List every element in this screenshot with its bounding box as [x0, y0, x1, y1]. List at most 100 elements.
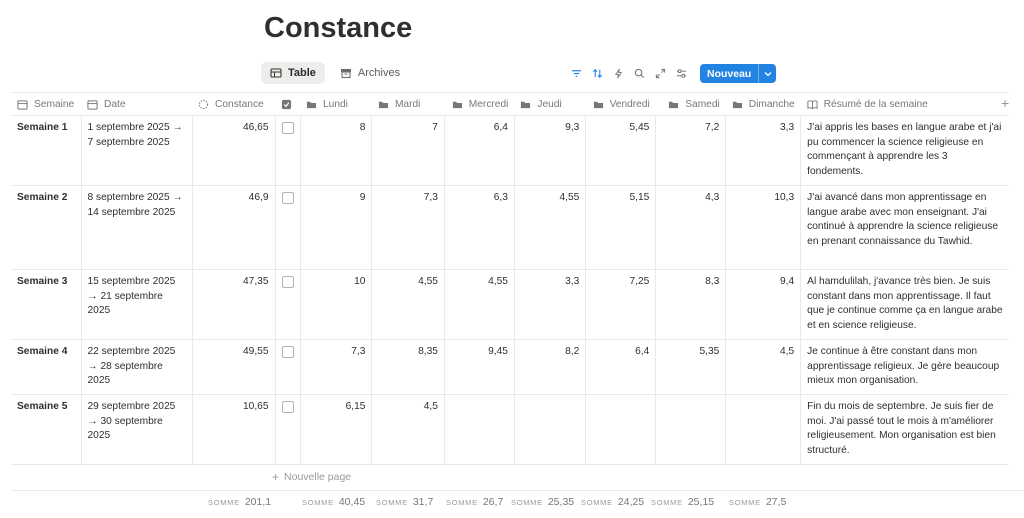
cell-resume[interactable]: Fin du mois de septembre. Je suis fier d… [800, 394, 1009, 465]
cell-dimanche[interactable] [725, 394, 802, 465]
cell-resume[interactable]: J'ai appris les bases en langue arabe et… [800, 115, 1009, 186]
sum-dimanche[interactable]: SOMME 27,5 [729, 496, 786, 508]
settings-button[interactable] [673, 65, 689, 83]
col-header-dimanche[interactable]: Dimanche [725, 92, 801, 116]
cell-semaine[interactable]: Semaine 5 [11, 394, 82, 465]
cell-samedi[interactable]: 5,35 [655, 339, 727, 395]
cell-semaine[interactable]: Semaine 4 [11, 339, 82, 395]
checkbox[interactable] [281, 346, 294, 358]
cell-vendredi[interactable]: 5,15 [585, 185, 657, 270]
cell-vendredi[interactable] [585, 394, 657, 465]
cell-vendredi[interactable]: 6,4 [585, 339, 657, 395]
calendar-icon [17, 99, 28, 110]
col-header-label: Date [104, 98, 126, 110]
cell-vendredi[interactable]: 5,45 [585, 115, 657, 186]
cell-samedi[interactable]: 7,2 [655, 115, 727, 186]
col-header-jeudi[interactable]: Jeudi [514, 92, 586, 116]
cell-resume[interactable]: Je continue à être constant dans mon app… [800, 339, 1009, 395]
tab-archives[interactable]: Archives [331, 62, 409, 84]
cell-lundi[interactable]: 8 [300, 115, 373, 186]
col-header-constance[interactable]: Constance [192, 92, 275, 116]
cell-date[interactable]: 15 septembre 2025 → 21 septembre 2025 [81, 269, 193, 340]
cell-date[interactable]: 8 septembre 2025 → 14 septembre 2025 [81, 185, 193, 270]
cell-dimanche[interactable]: 4,5 [725, 339, 802, 395]
cell-jeudi[interactable] [514, 394, 587, 465]
col-header-resume[interactable]: Résumé de la semaine [800, 92, 1009, 116]
filter-button[interactable] [568, 65, 584, 83]
cell-samedi[interactable] [655, 394, 727, 465]
table-row[interactable]: Semaine 2 8 septembre 2025 → 14 septembr… [11, 185, 1009, 270]
cell-semaine[interactable]: Semaine 1 [11, 115, 82, 186]
cell-samedi[interactable]: 4,3 [655, 185, 727, 270]
checkbox[interactable] [281, 122, 294, 134]
table-row[interactable]: Semaine 4 22 septembre 2025 → 28 septemb… [11, 339, 1009, 395]
col-header-vendredi[interactable]: Vendredi [585, 92, 656, 116]
cell-jeudi[interactable]: 8,2 [514, 339, 587, 395]
cell-mardi[interactable]: 8,35 [371, 339, 445, 395]
table-row[interactable]: Semaine 3 15 septembre 2025 → 21 septemb… [11, 269, 1009, 340]
sum-samedi[interactable]: SOMME 25,15 [651, 496, 714, 508]
cell-lundi[interactable]: 9 [300, 185, 373, 270]
cell-mercredi[interactable] [444, 394, 515, 465]
col-header-samedi[interactable]: Samedi [655, 92, 726, 116]
cell-lundi[interactable]: 7,3 [300, 339, 373, 395]
cell-constance: 46,9 [192, 185, 276, 270]
cell-mercredi[interactable]: 6,4 [444, 115, 515, 186]
cell-date[interactable]: 29 septembre 2025 → 30 septembre 2025 [81, 394, 193, 465]
sum-lundi[interactable]: SOMME 40,45 [302, 496, 365, 508]
cell-jeudi[interactable]: 9,3 [514, 115, 587, 186]
search-button[interactable] [631, 65, 647, 83]
cell-date[interactable]: 22 septembre 2025 → 28 septembre 2025 [81, 339, 193, 395]
cell-dimanche[interactable]: 9,4 [725, 269, 802, 340]
col-header-lundi[interactable]: Lundi [300, 92, 372, 116]
col-header-date[interactable]: Date [81, 92, 192, 116]
sum-mercredi[interactable]: SOMME 26,7 [446, 496, 503, 508]
col-header-mercredi[interactable]: Mercredi [444, 92, 515, 116]
cell-mercredi[interactable]: 4,55 [444, 269, 515, 340]
cell-constance: 49,55 [192, 339, 276, 395]
cell-samedi[interactable]: 8,3 [655, 269, 727, 340]
table-row[interactable]: Semaine 1 1 septembre 2025 → 7 septembre… [11, 115, 1009, 186]
sort-button[interactable] [589, 65, 605, 83]
new-button[interactable]: Nouveau [700, 64, 777, 83]
table-icon [270, 68, 282, 78]
col-header-semaine[interactable]: Semaine [11, 92, 81, 116]
new-dropdown-button[interactable] [758, 64, 776, 83]
cell-dimanche[interactable]: 3,3 [725, 115, 802, 186]
col-header-checkbox[interactable] [275, 92, 300, 116]
cell-dimanche[interactable]: 10,3 [725, 185, 802, 270]
cell-resume[interactable]: Al hamdulilah, j'avance très bien. Je su… [800, 269, 1009, 340]
cell-mercredi[interactable]: 9,45 [444, 339, 515, 395]
filter-icon [571, 70, 581, 77]
cell-mardi[interactable]: 7,3 [371, 185, 445, 270]
cell-lundi[interactable]: 10 [300, 269, 373, 340]
new-page-row[interactable]: + Nouvelle page [11, 464, 1024, 491]
tab-table[interactable]: Table [261, 62, 325, 84]
sum-constance[interactable]: SOMME 201,1 [208, 496, 271, 508]
expand-button[interactable] [652, 65, 668, 83]
cell-mardi[interactable]: 4,55 [371, 269, 445, 340]
sum-jeudi[interactable]: SOMME 25,35 [511, 496, 574, 508]
cell-semaine[interactable]: Semaine 2 [11, 185, 82, 270]
col-header-mardi[interactable]: Mardi [371, 92, 445, 116]
automation-button[interactable] [610, 65, 626, 83]
checkbox[interactable] [281, 401, 294, 413]
cell-checkbox [275, 394, 301, 465]
checkbox[interactable] [281, 276, 294, 288]
cell-semaine[interactable]: Semaine 3 [11, 269, 82, 340]
cell-jeudi[interactable]: 3,3 [514, 269, 587, 340]
cell-lundi[interactable]: 6,15 [300, 394, 373, 465]
cell-mercredi[interactable]: 6,3 [444, 185, 515, 270]
cell-checkbox [275, 185, 301, 270]
checkbox[interactable] [281, 192, 294, 204]
sum-vendredi[interactable]: SOMME 24,25 [581, 496, 644, 508]
cell-mardi[interactable]: 4,5 [371, 394, 445, 465]
cell-resume[interactable]: J'ai avancé dans mon apprentissage en la… [800, 185, 1009, 270]
sum-label: SOMME [511, 498, 543, 507]
cell-date[interactable]: 1 septembre 2025 → 7 septembre 2025 [81, 115, 193, 186]
cell-mardi[interactable]: 7 [371, 115, 445, 186]
cell-vendredi[interactable]: 7,25 [585, 269, 657, 340]
sum-mardi[interactable]: SOMME 31,7 [376, 496, 433, 508]
cell-jeudi[interactable]: 4,55 [514, 185, 587, 270]
table-row[interactable]: Semaine 5 29 septembre 2025 → 30 septemb… [11, 394, 1009, 465]
